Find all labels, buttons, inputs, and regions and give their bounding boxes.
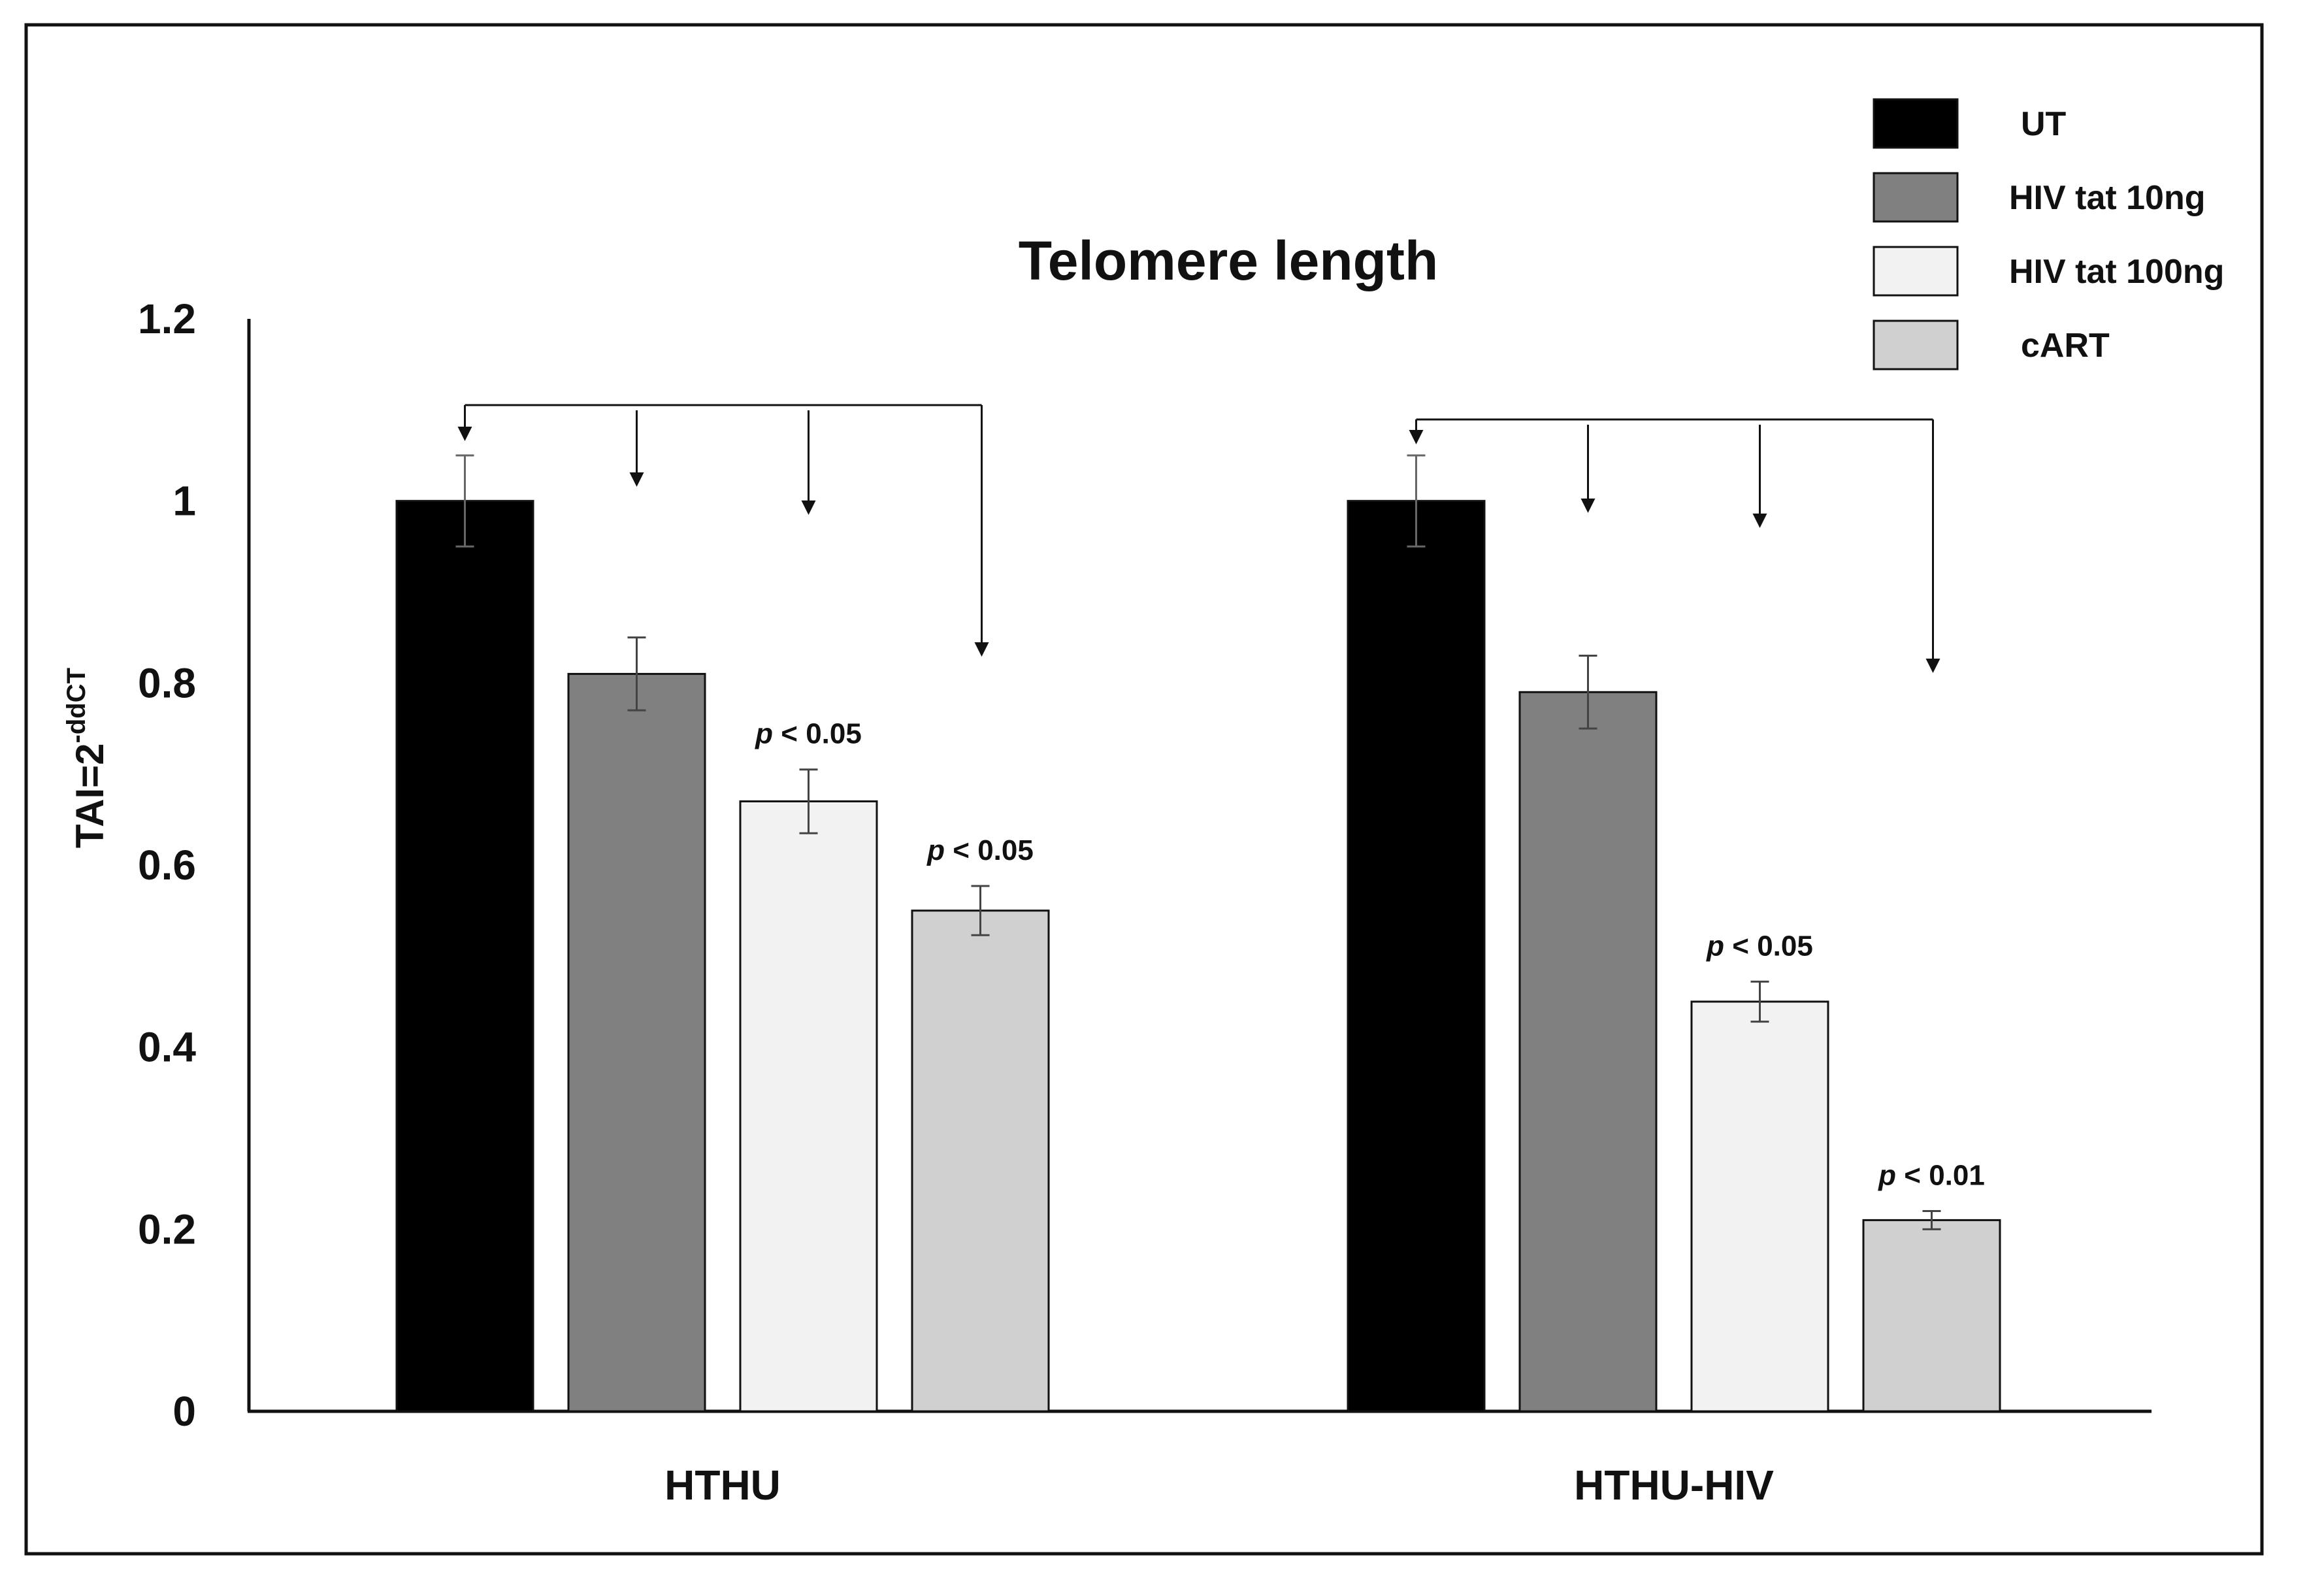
brackets bbox=[457, 404, 1940, 673]
significance-label: p < 0.05 bbox=[755, 718, 862, 750]
y-tick-label: 0.6 bbox=[138, 842, 196, 889]
x-category-label: HTHU-HIV bbox=[1574, 1462, 1774, 1509]
y-tick-label: 0 bbox=[172, 1388, 196, 1435]
y-axis-ticks: 0 0.2 0.4 0.6 0.8 1 1.2 bbox=[138, 295, 196, 1435]
bar bbox=[739, 800, 878, 1413]
legend-label: HIV tat 10ng bbox=[2009, 179, 2206, 217]
significance-annotations: p < 0.05p < 0.05p < 0.05p < 0.01 bbox=[755, 718, 1985, 1192]
bar bbox=[1690, 1000, 1829, 1413]
legend-label: cART bbox=[2021, 327, 2110, 365]
legend-swatch bbox=[1873, 320, 1959, 370]
y-axis-label-base: TAI=2 bbox=[68, 743, 112, 848]
figure-border bbox=[24, 23, 2264, 1556]
significance-label: p < 0.05 bbox=[1706, 930, 1813, 962]
arrowhead-icon bbox=[629, 472, 644, 487]
bar bbox=[1518, 691, 1658, 1413]
legend-swatch bbox=[1873, 98, 1959, 149]
p-value: < 0.05 bbox=[773, 718, 862, 750]
significance-label: p < 0.01 bbox=[1878, 1159, 1985, 1191]
category-labels: HTHU HTHU-HIV bbox=[664, 1462, 1774, 1509]
chart-title: Telomere length bbox=[1019, 230, 1439, 291]
p-symbol: p bbox=[1706, 930, 1724, 962]
legend-swatch bbox=[1873, 246, 1959, 297]
p-symbol: p bbox=[1878, 1159, 1896, 1191]
bars bbox=[395, 500, 2001, 1413]
arrowhead-icon bbox=[1925, 659, 1940, 673]
bar bbox=[911, 910, 1050, 1413]
y-tick-label: 0.2 bbox=[138, 1205, 196, 1253]
y-tick-label: 1 bbox=[172, 478, 196, 525]
arrowhead-icon bbox=[1409, 430, 1424, 444]
p-value: < 0.01 bbox=[1896, 1159, 1985, 1191]
arrowhead-icon bbox=[1580, 499, 1596, 513]
legend-label: HIV tat 100ng bbox=[2009, 253, 2224, 291]
arrowhead-icon bbox=[974, 642, 989, 657]
arrowhead-icon bbox=[457, 427, 472, 441]
bar bbox=[1347, 500, 1486, 1413]
x-category-label: HTHU bbox=[664, 1462, 781, 1509]
y-tick-label: 1.2 bbox=[138, 295, 196, 342]
error-bars bbox=[455, 454, 1941, 1230]
p-symbol: p bbox=[755, 718, 773, 750]
bar bbox=[1862, 1219, 2001, 1413]
p-symbol: p bbox=[926, 834, 945, 866]
legend: UT HIV tat 10ng HIV tat 100ng cART bbox=[1873, 98, 2224, 370]
bar bbox=[567, 672, 706, 1413]
legend-label: UT bbox=[2021, 105, 2067, 143]
arrowhead-icon bbox=[1752, 514, 1767, 528]
significance-label: p < 0.05 bbox=[926, 834, 1034, 866]
y-axis-label: TAI=2-ddCT bbox=[62, 668, 112, 848]
arrowhead-icon bbox=[801, 500, 816, 515]
legend-swatch bbox=[1873, 172, 1959, 223]
p-value: < 0.05 bbox=[945, 834, 1034, 866]
y-tick-label: 0.8 bbox=[138, 659, 196, 706]
p-value: < 0.05 bbox=[1724, 930, 1813, 962]
bar bbox=[395, 500, 534, 1413]
y-axis-label-superscript: -ddCT bbox=[62, 668, 91, 744]
y-tick-label: 0.4 bbox=[138, 1024, 196, 1071]
